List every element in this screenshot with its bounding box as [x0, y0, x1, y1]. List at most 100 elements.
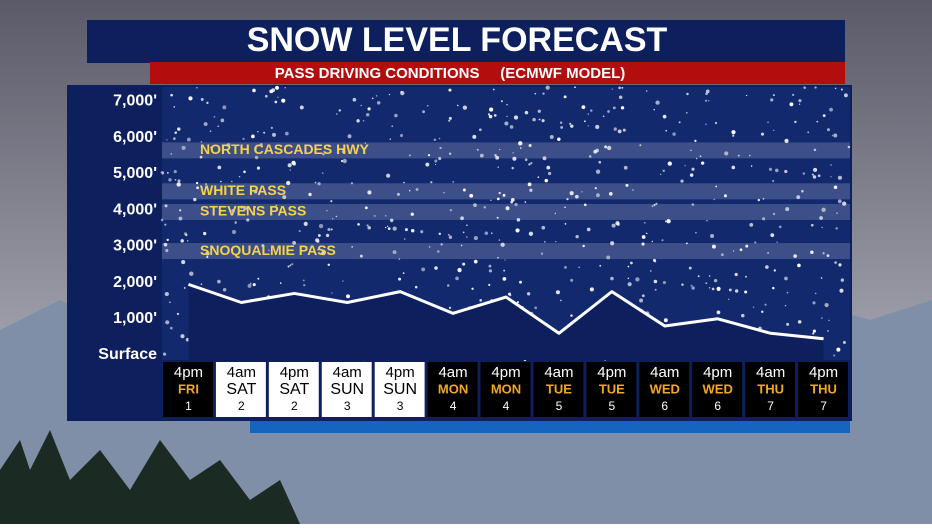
snowflake — [505, 206, 510, 211]
snowflake — [700, 161, 705, 165]
snowflake — [817, 174, 821, 178]
snowflake — [622, 128, 626, 132]
snowflake — [526, 292, 531, 296]
category-day: SUN — [383, 381, 417, 398]
snowflake — [496, 197, 500, 201]
category-day: SAT — [226, 381, 256, 398]
snowflake — [772, 286, 775, 290]
snowflake — [170, 93, 173, 97]
snowflake — [688, 266, 692, 270]
snowflake — [488, 283, 491, 286]
snowflake — [595, 169, 601, 174]
snowflake — [193, 197, 197, 202]
snowflake — [443, 191, 446, 194]
snowflake — [704, 99, 708, 102]
y-tick-label: 7,000' — [113, 93, 157, 110]
snowflake — [434, 266, 438, 270]
snowflake — [342, 280, 344, 282]
snowflake — [545, 85, 550, 90]
snowflake — [384, 226, 387, 229]
snowflake — [844, 93, 848, 98]
snowflake — [299, 105, 304, 110]
snowflake — [200, 283, 203, 285]
snowflake — [748, 154, 751, 157]
snowflake — [750, 165, 753, 167]
snowflake — [822, 114, 826, 118]
snowflake — [199, 155, 203, 159]
snowflake — [532, 117, 536, 122]
snowflake — [653, 279, 658, 284]
snowflake — [274, 100, 278, 104]
snowflake — [322, 153, 325, 156]
snowflake — [183, 287, 186, 289]
snowflake — [840, 88, 843, 91]
snowflake — [720, 253, 724, 257]
snowflake — [325, 233, 330, 238]
snowflake — [326, 209, 328, 212]
snowflake — [243, 170, 246, 174]
pass-label: SNOQUALMIE PASS — [200, 242, 336, 258]
snowflake — [168, 301, 171, 304]
snowflake — [364, 142, 366, 144]
snowflake — [662, 169, 665, 172]
snowflake — [691, 167, 695, 171]
snowflake — [392, 250, 397, 255]
snowflake — [689, 173, 694, 177]
snowflake — [473, 236, 478, 241]
snowflake — [534, 306, 538, 310]
snowflake — [587, 113, 590, 115]
snowflake — [711, 244, 716, 249]
snowflake — [699, 155, 702, 157]
snowflake — [163, 242, 168, 247]
snowflake — [415, 188, 419, 191]
snowflake — [496, 216, 499, 219]
snowflake — [715, 185, 718, 188]
snowflake — [527, 182, 532, 187]
snowflake — [367, 107, 371, 111]
snowflake — [247, 283, 252, 288]
snowflake — [203, 122, 208, 127]
snowflake — [537, 109, 541, 113]
snowflake — [189, 271, 194, 276]
snowflake — [767, 121, 769, 124]
snowflake — [252, 88, 256, 93]
snowflake — [714, 121, 718, 125]
snowflake — [760, 132, 765, 136]
snowflake — [812, 332, 815, 335]
snowflake — [745, 244, 749, 248]
category-time: 4am — [756, 364, 785, 381]
snowflake — [263, 131, 266, 134]
snowflake — [734, 272, 738, 277]
snowflake — [528, 231, 534, 236]
snowflake — [289, 169, 291, 171]
snowflake — [253, 189, 258, 194]
snowflake — [494, 154, 497, 157]
snowflake — [173, 106, 176, 108]
snowflake — [834, 87, 837, 90]
snowflake — [220, 118, 225, 123]
chart-subtitle: PASS DRIVING CONDITIONS (ECMWF MODEL) — [275, 65, 626, 82]
snowflake — [627, 277, 630, 280]
snowflake — [774, 168, 779, 173]
category-time: 4pm — [809, 364, 838, 381]
category-box — [427, 362, 478, 417]
snowflake — [570, 314, 573, 317]
snow-level-line — [187, 282, 824, 341]
snowflake — [164, 204, 168, 208]
snowflake — [813, 167, 818, 172]
snowflake — [226, 143, 231, 147]
snowflake — [428, 246, 431, 248]
snowflake — [680, 179, 684, 183]
snowflake — [284, 87, 286, 89]
y-tick-label: 4,000' — [113, 201, 157, 218]
category-box — [215, 362, 266, 417]
snowflake — [835, 227, 838, 230]
snowflake — [564, 223, 567, 225]
snowflake — [764, 303, 767, 306]
snowflake — [564, 206, 566, 209]
snowflake — [570, 278, 574, 282]
snowflake — [584, 120, 586, 123]
snowflake — [170, 153, 173, 155]
snowflake — [538, 118, 541, 121]
snowflake — [330, 200, 333, 203]
